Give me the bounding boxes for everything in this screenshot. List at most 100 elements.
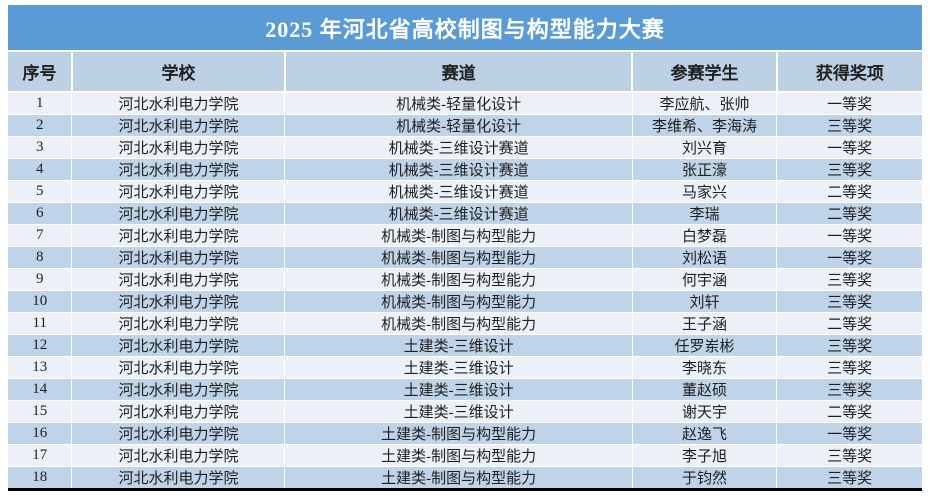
cell-students: 刘轩 [632,290,778,313]
cell-track: 土建类-制图与构型能力 [284,466,633,490]
cell-award: 三等奖 [776,290,922,313]
cell-no: 12 [8,334,73,357]
col-header-award: 获得奖项 [776,52,922,93]
cell-students: 于钧然 [632,466,778,490]
cell-students: 任罗岽彬 [632,334,778,357]
cell-no: 15 [8,400,73,423]
col-header-track: 赛道 [284,52,634,93]
cell-students: 马家兴 [632,180,778,203]
table-row: 3 河北水利电力学院 机械类-三维设计赛道 刘兴育 一等奖 [8,136,922,159]
cell-school: 河北水利电力学院 [71,290,286,313]
cell-no: 8 [8,246,73,269]
table-row: 13 河北水利电力学院 土建类-三维设计 李晓东 三等奖 [8,356,922,379]
cell-track: 机械类-制图与构型能力 [284,224,633,247]
cell-school: 河北水利电力学院 [71,158,286,181]
cell-award: 三等奖 [776,356,922,379]
cell-students: 李子旭 [632,444,778,467]
cell-students: 赵逸飞 [632,422,778,445]
cell-track: 土建类-制图与构型能力 [284,422,633,445]
page-title: 2025 年河北省高校制图与构型能力大赛 [8,5,922,52]
table-row: 4 河北水利电力学院 机械类-三维设计赛道 张正濠 三等奖 [8,158,922,181]
table-row: 11 河北水利电力学院 机械类-制图与构型能力 王子涵 二等奖 [8,312,922,335]
cell-no: 5 [8,180,73,203]
cell-school: 河北水利电力学院 [71,202,286,225]
cell-school: 河北水利电力学院 [71,136,286,159]
cell-no: 2 [8,114,73,137]
cell-school: 河北水利电力学院 [71,422,286,445]
cell-students: 刘兴育 [632,136,778,159]
cell-award: 三等奖 [776,114,922,137]
cell-track: 机械类-三维设计赛道 [284,180,633,203]
cell-award: 一等奖 [776,224,922,247]
cell-track: 机械类-三维设计赛道 [284,136,633,159]
table-row: 9 河北水利电力学院 机械类-制图与构型能力 何宇涵 三等奖 [8,268,922,291]
cell-students: 王子涵 [632,312,778,335]
col-header-students: 参赛学生 [632,52,778,93]
cell-no: 1 [8,92,73,115]
table-row: 7 河北水利电力学院 机械类-制图与构型能力 白梦磊 一等奖 [8,224,922,247]
cell-school: 河北水利电力学院 [71,466,286,490]
table-row: 8 河北水利电力学院 机械类-制图与构型能力 刘松语 一等奖 [8,246,922,269]
cell-school: 河北水利电力学院 [71,180,286,203]
table-row: 2 河北水利电力学院 机械类-轻量化设计 李维希、李海涛 三等奖 [8,114,922,137]
col-header-no: 序号 [8,52,73,93]
table-row: 5 河北水利电力学院 机械类-三维设计赛道 马家兴 二等奖 [8,180,922,203]
cell-award: 一等奖 [776,136,922,159]
cell-award: 二等奖 [776,312,922,335]
cell-track: 机械类-制图与构型能力 [284,268,633,291]
cell-award: 一等奖 [776,422,922,445]
cell-no: 4 [8,158,73,181]
cell-school: 河北水利电力学院 [71,268,286,291]
table-row: 18 河北水利电力学院 土建类-制图与构型能力 于钧然 三等奖 [8,466,922,490]
cell-school: 河北水利电力学院 [71,378,286,401]
cell-track: 机械类-轻量化设计 [284,92,633,115]
table-row: 6 河北水利电力学院 机械类-三维设计赛道 李瑞 二等奖 [8,202,922,225]
cell-no: 14 [8,378,73,401]
cell-track: 土建类-三维设计 [284,400,633,423]
cell-students: 李应航、张帅 [632,92,778,115]
table-row: 10 河北水利电力学院 机械类-制图与构型能力 刘轩 三等奖 [8,290,922,313]
cell-students: 刘松语 [632,246,778,269]
table-row: 14 河北水利电力学院 土建类-三维设计 董赵硕 三等奖 [8,378,922,401]
cell-school: 河北水利电力学院 [71,444,286,467]
cell-school: 河北水利电力学院 [71,312,286,335]
cell-award: 三等奖 [776,268,922,291]
cell-school: 河北水利电力学院 [71,400,286,423]
cell-award: 三等奖 [776,466,922,490]
cell-award: 三等奖 [776,444,922,467]
cell-no: 9 [8,268,73,291]
cell-students: 李维希、李海涛 [632,114,778,137]
table-row: 12 河北水利电力学院 土建类-三维设计 任罗岽彬 三等奖 [8,334,922,357]
cell-students: 李晓东 [632,356,778,379]
cell-no: 11 [8,312,73,335]
cell-track: 机械类-制图与构型能力 [284,290,633,313]
cell-school: 河北水利电力学院 [71,114,286,137]
cell-award: 三等奖 [776,334,922,357]
cell-school: 河北水利电力学院 [71,356,286,379]
cell-no: 6 [8,202,73,225]
cell-no: 10 [8,290,73,313]
cell-students: 白梦磊 [632,224,778,247]
results-table: 序号 学校 赛道 参赛学生 获得奖项 1 河北水利电力学院 机械类-轻量化设计 … [8,52,922,491]
header-row: 序号 学校 赛道 参赛学生 获得奖项 [8,52,922,93]
table-row: 16 河北水利电力学院 土建类-制图与构型能力 赵逸飞 一等奖 [8,422,922,445]
cell-track: 土建类-三维设计 [284,356,633,379]
cell-school: 河北水利电力学院 [71,246,286,269]
cell-award: 一等奖 [776,246,922,269]
table-row: 15 河北水利电力学院 土建类-三维设计 谢天宇 二等奖 [8,400,922,423]
cell-students: 李瑞 [632,202,778,225]
cell-award: 一等奖 [776,92,922,115]
cell-students: 谢天宇 [632,400,778,423]
cell-award: 三等奖 [776,158,922,181]
table-row: 1 河北水利电力学院 机械类-轻量化设计 李应航、张帅 一等奖 [8,92,922,115]
cell-award: 三等奖 [776,378,922,401]
table-body: 1 河北水利电力学院 机械类-轻量化设计 李应航、张帅 一等奖 2 河北水利电力… [8,92,922,490]
cell-track: 机械类-轻量化设计 [284,114,633,137]
cell-award: 二等奖 [776,400,922,423]
cell-school: 河北水利电力学院 [71,224,286,247]
cell-track: 土建类-制图与构型能力 [284,444,633,467]
cell-award: 二等奖 [776,202,922,225]
cell-track: 机械类-制图与构型能力 [284,246,633,269]
cell-track: 机械类-制图与构型能力 [284,312,633,335]
cell-school: 河北水利电力学院 [71,92,286,115]
